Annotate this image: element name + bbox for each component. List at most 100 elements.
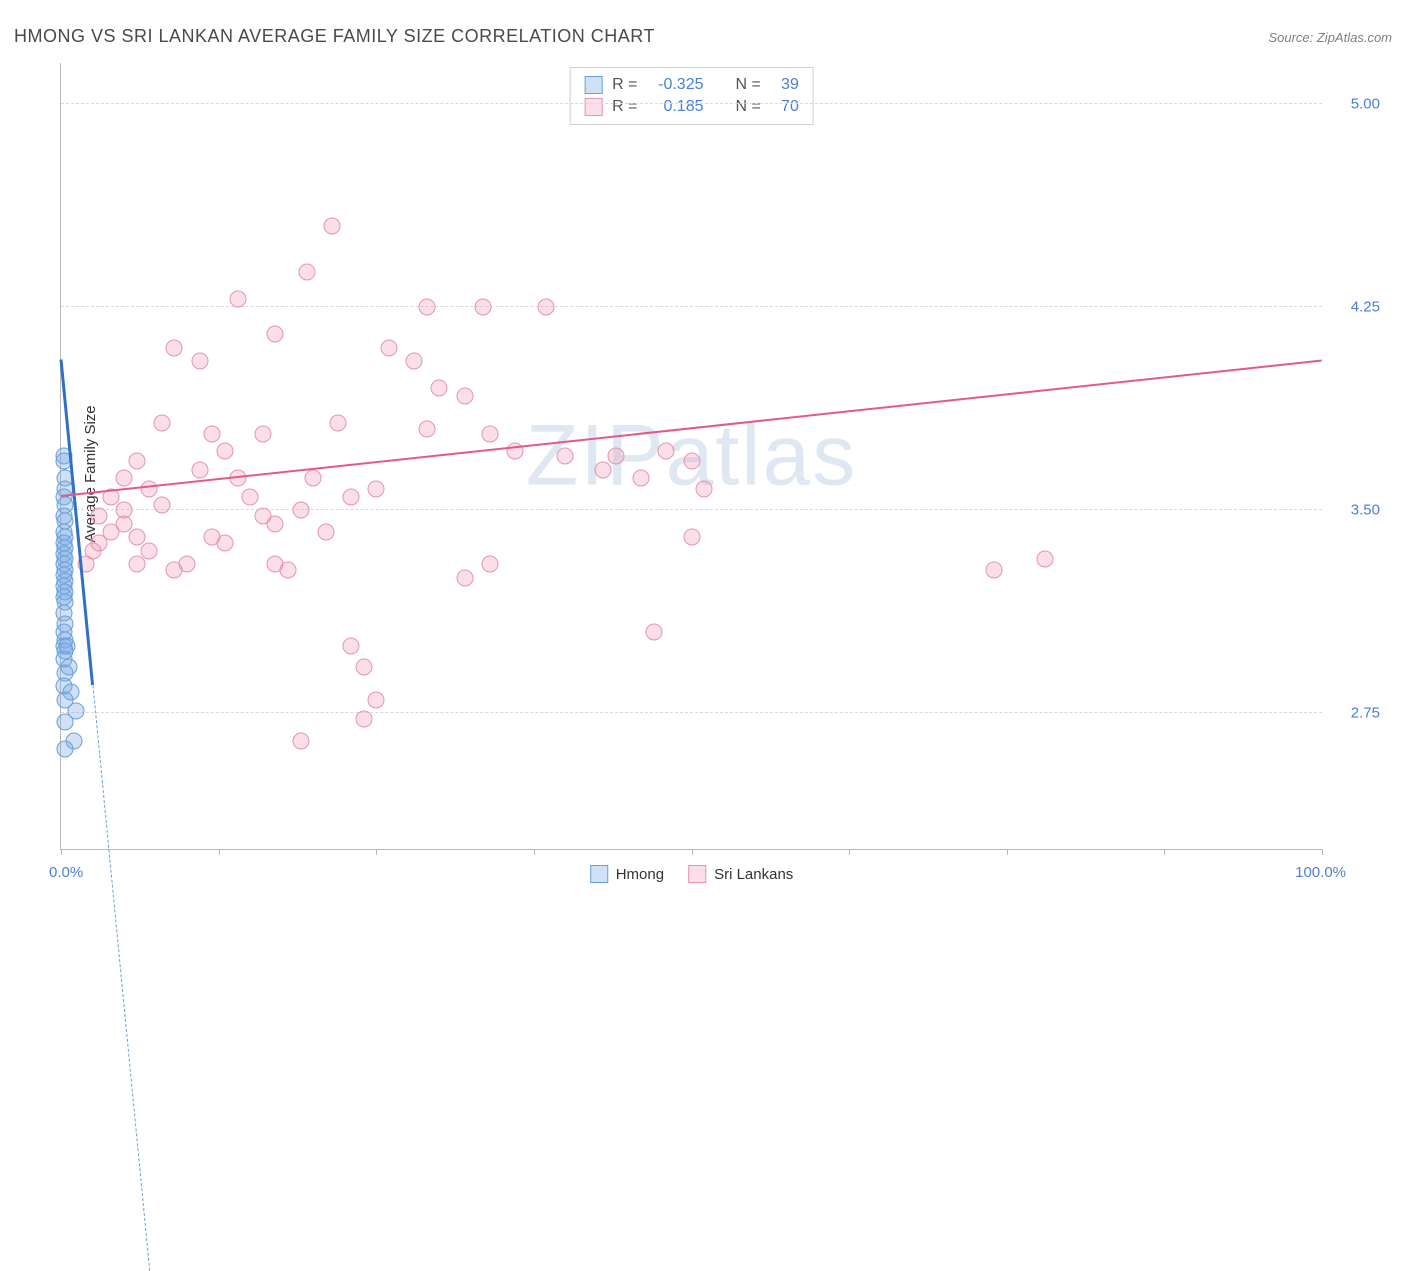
x-tick — [534, 849, 535, 855]
legend-label-hmong: Hmong — [616, 866, 664, 883]
n-value-hmong: 39 — [771, 76, 799, 94]
watermark-zip: ZIP — [526, 408, 666, 504]
x-axis-min-label: 0.0% — [49, 864, 83, 881]
scatter-point — [355, 659, 372, 676]
y-tick-label: 3.50 — [1351, 502, 1380, 519]
y-tick-label: 5.00 — [1351, 95, 1380, 112]
scatter-point — [481, 556, 498, 573]
x-tick — [849, 849, 850, 855]
scatter-point — [368, 691, 385, 708]
plot-area: ZIPatlas R = -0.325 N = 39 R = 0.185 N =… — [60, 63, 1322, 850]
scatter-point — [292, 732, 309, 749]
scatter-point — [355, 710, 372, 727]
scatter-point — [406, 353, 423, 370]
legend-item-srilankan: Sri Lankans — [688, 865, 793, 883]
scatter-point — [986, 561, 1003, 578]
trendline-dashed — [92, 686, 150, 1271]
scatter-point — [475, 298, 492, 315]
scatter-point — [141, 480, 158, 497]
scatter-point — [56, 713, 73, 730]
scatter-point — [431, 380, 448, 397]
gridline-h — [61, 509, 1322, 510]
n-label: N = — [736, 76, 761, 94]
scatter-point — [380, 339, 397, 356]
scatter-point — [191, 461, 208, 478]
scatter-point — [683, 453, 700, 470]
scatter-point — [191, 353, 208, 370]
legend-item-hmong: Hmong — [590, 865, 664, 883]
scatter-point — [607, 448, 624, 465]
scatter-point — [645, 624, 662, 641]
n-value-srilankan: 70 — [771, 98, 799, 116]
scatter-point — [557, 448, 574, 465]
stats-legend: R = -0.325 N = 39 R = 0.185 N = 70 — [569, 67, 814, 125]
y-tick-label: 2.75 — [1351, 705, 1380, 722]
scatter-point — [267, 556, 284, 573]
scatter-point — [481, 426, 498, 443]
scatter-point — [538, 298, 555, 315]
x-tick — [1007, 849, 1008, 855]
scatter-point — [317, 523, 334, 540]
scatter-point — [343, 488, 360, 505]
r-value-hmong: -0.325 — [648, 76, 704, 94]
source-label: Source: ZipAtlas.com — [1268, 30, 1392, 45]
scatter-point — [595, 461, 612, 478]
swatch-hmong — [584, 76, 602, 94]
scatter-point — [330, 415, 347, 432]
gridline-h — [61, 712, 1322, 713]
scatter-point — [204, 426, 221, 443]
x-tick — [1322, 849, 1323, 855]
scatter-point — [1036, 551, 1053, 568]
scatter-point — [267, 326, 284, 343]
scatter-point — [418, 420, 435, 437]
scatter-point — [128, 556, 145, 573]
scatter-point — [696, 480, 713, 497]
swatch-srilankan — [688, 865, 706, 883]
scatter-point — [153, 496, 170, 513]
scatter-point — [456, 388, 473, 405]
scatter-point — [229, 290, 246, 307]
scatter-point — [153, 415, 170, 432]
gridline-h — [61, 306, 1322, 307]
scatter-point — [292, 502, 309, 519]
scatter-point — [658, 442, 675, 459]
stats-row-hmong: R = -0.325 N = 39 — [584, 74, 799, 96]
scatter-point — [128, 529, 145, 546]
scatter-point — [456, 569, 473, 586]
scatter-point — [116, 469, 133, 486]
scatter-point — [141, 542, 158, 559]
chart-title: HMONG VS SRI LANKAN AVERAGE FAMILY SIZE … — [14, 26, 655, 47]
scatter-point — [418, 298, 435, 315]
x-tick — [1164, 849, 1165, 855]
scatter-point — [683, 529, 700, 546]
series-legend: Hmong Sri Lankans — [590, 865, 794, 883]
scatter-point — [305, 469, 322, 486]
scatter-point — [216, 442, 233, 459]
scatter-point — [166, 339, 183, 356]
stats-row-srilankan: R = 0.185 N = 70 — [584, 96, 799, 118]
trendline — [61, 359, 1322, 497]
scatter-point — [298, 263, 315, 280]
scatter-point — [343, 637, 360, 654]
x-tick — [219, 849, 220, 855]
x-tick — [376, 849, 377, 855]
scatter-point — [216, 534, 233, 551]
scatter-point — [166, 561, 183, 578]
x-axis-max-label: 100.0% — [1295, 864, 1346, 881]
legend-label-srilankan: Sri Lankans — [714, 866, 793, 883]
scatter-point — [242, 488, 259, 505]
x-tick — [61, 849, 62, 855]
scatter-point — [90, 507, 107, 524]
y-tick-label: 4.25 — [1351, 298, 1380, 315]
scatter-point — [254, 426, 271, 443]
swatch-srilankan — [584, 98, 602, 116]
r-label: R = — [612, 98, 637, 116]
chart-container: Average Family Size ZIPatlas R = -0.325 … — [14, 55, 1392, 892]
scatter-point — [368, 480, 385, 497]
scatter-point — [56, 740, 73, 757]
scatter-point — [254, 507, 271, 524]
gridline-h — [61, 103, 1322, 104]
n-label: N = — [736, 98, 761, 116]
r-value-srilankan: 0.185 — [648, 98, 704, 116]
scatter-point — [128, 453, 145, 470]
